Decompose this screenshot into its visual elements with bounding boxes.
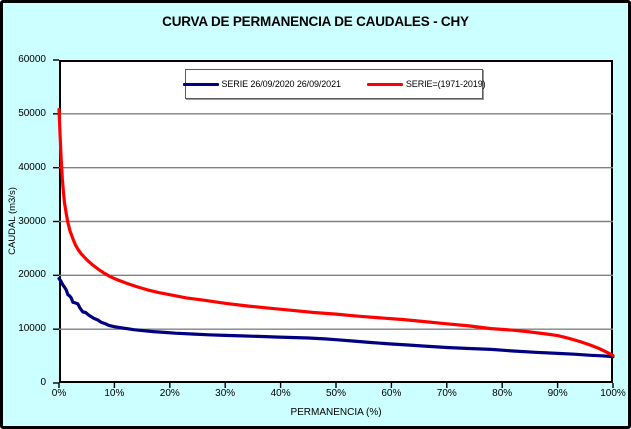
x-tick-label: 30% <box>215 388 236 399</box>
legend-line-sample-blue <box>182 82 219 86</box>
y-tick-label: 10000 <box>18 323 46 335</box>
x-tick-label: 70% <box>436 388 457 399</box>
y-tick-label: 30000 <box>18 215 46 227</box>
legend-entry-serie-2020-2021: SERIE 26/09/2020 26/09/2021 <box>182 79 342 89</box>
x-tick-label: 10% <box>104 388 125 399</box>
x-tick-label: 60% <box>381 388 402 399</box>
x-tick-label: 20% <box>159 388 180 399</box>
legend-line-sample-red <box>366 82 403 86</box>
plot-canvas <box>53 59 615 388</box>
y-tick-label: 40000 <box>18 161 46 173</box>
x-tick-label: 90% <box>547 388 568 399</box>
legend-label: SERIE=(1971-2019) <box>405 79 486 89</box>
x-tick-label: 50% <box>325 388 346 399</box>
x-tick-label: 0% <box>51 388 67 399</box>
x-tick-label: 40% <box>270 388 291 399</box>
series-line-1 <box>57 107 615 358</box>
legend-label: SERIE 26/09/2020 26/09/2021 <box>221 79 342 89</box>
x-tick-label: 80% <box>492 388 513 399</box>
series-line-0 <box>57 277 615 359</box>
x-axis-title: PERMANENCIA (%) <box>290 407 382 418</box>
y-tick-label: 60000 <box>18 54 46 65</box>
chart-title: CURVA DE PERMANENCIA DE CAUDALES - CHY <box>162 14 469 29</box>
y-tick-label: 0 <box>40 377 46 388</box>
y-tick-label: 20000 <box>18 269 46 281</box>
legend-entry-serie-1971-2019: SERIE=(1971-2019) <box>366 79 486 89</box>
x-tick-label: 100% <box>600 388 626 399</box>
legend-box: SERIE 26/09/2020 26/09/2021 SERIE=(1971-… <box>182 69 486 99</box>
y-axis-title: CAUDAL (m3/s) <box>7 187 18 255</box>
y-tick-label: 50000 <box>18 107 46 119</box>
